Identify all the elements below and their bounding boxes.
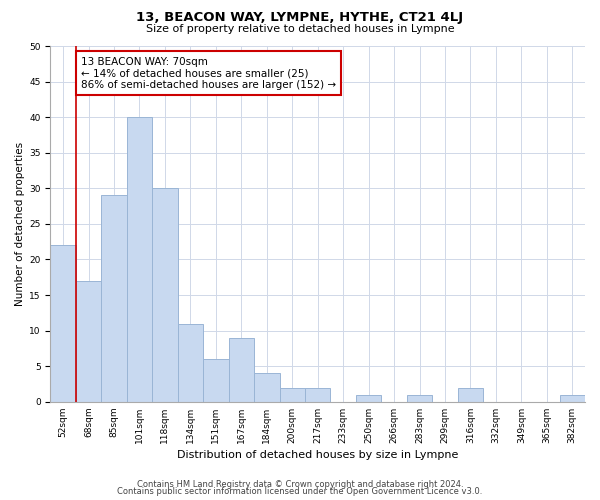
Bar (254, 374, 280, 402)
Bar (305, 388, 331, 402)
Bar (407, 394, 432, 402)
Bar (458, 388, 483, 402)
Y-axis label: Number of detached properties: Number of detached properties (15, 142, 25, 306)
X-axis label: Distribution of detached houses by size in Lympne: Distribution of detached houses by size … (177, 450, 458, 460)
Bar (280, 388, 305, 402)
Bar (178, 324, 203, 402)
Bar (356, 394, 382, 402)
Bar (203, 359, 229, 402)
Bar (127, 117, 152, 402)
Text: 13, BEACON WAY, LYMPNE, HYTHE, CT21 4LJ: 13, BEACON WAY, LYMPNE, HYTHE, CT21 4LJ (136, 12, 464, 24)
Bar (229, 338, 254, 402)
Text: Size of property relative to detached houses in Lympne: Size of property relative to detached ho… (146, 24, 454, 34)
Bar (50, 246, 76, 402)
Bar (76, 281, 101, 402)
Text: Contains public sector information licensed under the Open Government Licence v3: Contains public sector information licen… (118, 487, 482, 496)
Text: 13 BEACON WAY: 70sqm
← 14% of detached houses are smaller (25)
86% of semi-detac: 13 BEACON WAY: 70sqm ← 14% of detached h… (81, 56, 336, 90)
Bar (560, 394, 585, 402)
Text: Contains HM Land Registry data © Crown copyright and database right 2024.: Contains HM Land Registry data © Crown c… (137, 480, 463, 489)
Bar (101, 196, 127, 402)
Bar (152, 188, 178, 402)
